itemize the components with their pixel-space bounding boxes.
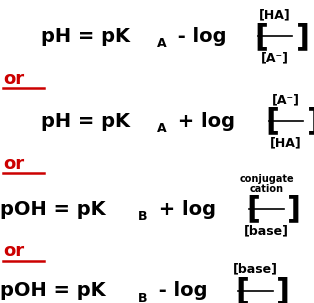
Text: ]: ] — [276, 276, 290, 303]
Text: [: [ — [255, 22, 269, 51]
Text: A: A — [157, 122, 167, 135]
Text: B: B — [138, 210, 147, 223]
Text: B: B — [138, 292, 147, 303]
Text: [: [ — [246, 195, 260, 224]
Text: conjugate
cation: conjugate cation — [239, 174, 294, 194]
Text: or: or — [3, 70, 24, 88]
Text: [HA]: [HA] — [270, 136, 302, 149]
Text: ]: ] — [287, 195, 301, 224]
Text: pH = pK: pH = pK — [41, 27, 130, 46]
Text: [: [ — [266, 107, 280, 136]
Text: + log: + log — [152, 200, 222, 218]
Text: [base]: [base] — [244, 224, 289, 237]
Text: ]: ] — [306, 107, 314, 136]
Text: + log: + log — [171, 112, 242, 131]
Text: [: [ — [235, 276, 249, 303]
Text: [base]: [base] — [233, 263, 278, 276]
Text: pH = pK: pH = pK — [41, 112, 130, 131]
Text: - log: - log — [171, 27, 234, 46]
Text: or: or — [3, 155, 24, 173]
Text: pOH = pK: pOH = pK — [0, 200, 106, 218]
Text: [A⁻]: [A⁻] — [261, 52, 289, 65]
Text: or: or — [3, 242, 24, 261]
Text: A: A — [157, 38, 167, 50]
Text: pOH = pK: pOH = pK — [0, 281, 106, 300]
Text: [HA]: [HA] — [259, 8, 291, 21]
Text: ]: ] — [295, 22, 310, 51]
Text: [A⁻]: [A⁻] — [272, 93, 300, 106]
Text: - log: - log — [152, 281, 214, 300]
